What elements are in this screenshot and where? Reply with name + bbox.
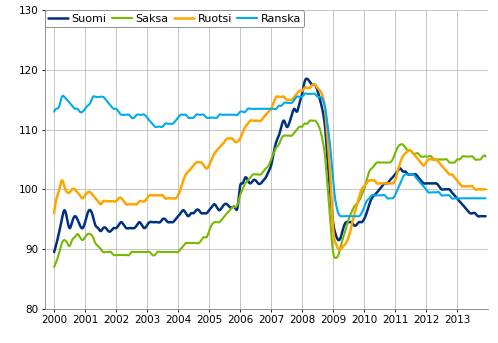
Ranska [261,107,267,111]
Ruotsi [470,185,476,189]
Ruotsi [337,248,343,252]
Ranska [51,110,57,114]
Saksa [470,155,476,159]
Suomi [261,178,267,182]
Ranska [311,91,317,95]
Ruotsi [471,185,477,189]
Ruotsi [261,115,267,119]
Ruotsi [483,187,489,191]
Suomi [73,215,79,219]
Ranska [355,214,361,218]
Ruotsi [73,189,79,193]
Ruotsi [391,180,397,184]
Suomi [304,76,310,81]
Ranska [249,107,255,111]
Legend: Suomi, Saksa, Ruotsi, Ranska: Suomi, Saksa, Ruotsi, Ranska [45,10,304,27]
Suomi [51,250,57,254]
Ranska [471,196,477,200]
Ranska [391,194,397,199]
Saksa [73,233,79,237]
Saksa [308,118,314,122]
Ranska [470,196,476,200]
Saksa [483,154,489,158]
Saksa [391,154,397,158]
Line: Saksa: Saksa [54,120,486,267]
Saksa [261,168,267,173]
Saksa [249,173,255,177]
Saksa [470,155,476,159]
Saksa [51,265,57,269]
Ranska [483,196,489,200]
Suomi [249,179,255,183]
Ruotsi [311,82,317,86]
Ruotsi [249,118,255,122]
Suomi [483,214,489,218]
Suomi [470,211,476,215]
Suomi [391,174,397,178]
Line: Ranska: Ranska [54,93,486,216]
Line: Ruotsi: Ruotsi [54,84,486,250]
Ranska [73,107,79,111]
Suomi [470,211,476,215]
Line: Suomi: Suomi [54,79,486,252]
Ruotsi [51,211,57,215]
